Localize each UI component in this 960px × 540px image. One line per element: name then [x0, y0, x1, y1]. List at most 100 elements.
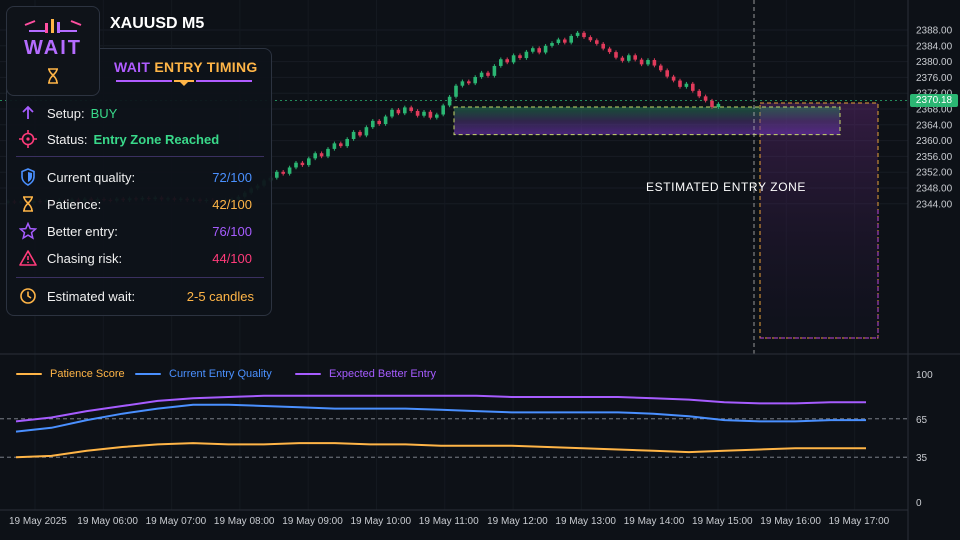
price-tick-label: 2364.00	[916, 120, 953, 131]
candle-body	[415, 110, 420, 116]
wait-value: 2-5 candles	[186, 289, 254, 304]
candle-body	[403, 107, 407, 114]
indicator-series-line	[15, 394, 866, 423]
candle-body	[307, 158, 311, 166]
candle-body	[563, 39, 567, 43]
time-tick-label: 19 May 11:00	[419, 516, 479, 527]
star-icon	[18, 221, 38, 241]
candle-body	[550, 43, 554, 46]
wait-row: Estimated wait:	[18, 286, 135, 306]
separator	[16, 277, 264, 278]
candle-body	[441, 105, 445, 115]
indicator-series-line	[15, 442, 866, 459]
candle-body	[326, 148, 330, 157]
candle-body	[697, 90, 701, 97]
price-tick-label: 2380.00	[916, 57, 953, 68]
indicator-series-line	[15, 403, 866, 433]
candle-body	[627, 55, 631, 61]
time-tick-label: 19 May 09:00	[282, 516, 343, 527]
metric-row-chasing-risk: Chasing risk:	[18, 248, 122, 268]
indicator-tick-label: 0	[916, 498, 922, 509]
status-label: Status:	[47, 131, 88, 147]
logo-word: WAIT	[24, 37, 82, 59]
candle-body	[575, 32, 580, 36]
metric-label: Patience:	[47, 196, 102, 212]
title-underline	[116, 80, 252, 86]
logo-crown-icon	[24, 19, 82, 33]
candle-body	[358, 131, 362, 136]
candle-body	[351, 131, 356, 140]
candle-body	[454, 85, 458, 97]
candle-body	[435, 114, 439, 118]
projection-box	[759, 102, 879, 339]
status-row: Status: Entry Zone Reached	[18, 129, 219, 149]
candle-body	[652, 60, 657, 66]
candle-body	[646, 60, 650, 65]
time-tick-label: 19 May 15:00	[692, 516, 753, 527]
time-tick-label: 19 May 10:00	[351, 516, 412, 527]
indicator-tick-label: 65	[916, 415, 928, 426]
candle-body	[659, 65, 663, 71]
setup-value: BUY	[90, 105, 118, 121]
candle-body	[281, 171, 285, 174]
current-price-tag: 2370.18	[910, 93, 958, 107]
candle-body	[460, 81, 465, 86]
candle-body	[422, 111, 426, 116]
candle-body	[390, 109, 394, 117]
price-tick-label: 2348.00	[916, 184, 953, 195]
candle-body	[486, 72, 490, 76]
candle-body	[364, 127, 369, 136]
hourglass-icon	[18, 194, 38, 214]
candle-body	[287, 167, 292, 174]
candle-body	[614, 52, 618, 58]
price-tick-label: 2344.00	[916, 199, 953, 210]
hourglass-icon	[48, 68, 58, 84]
symbol-title: XAUUSD M5	[110, 15, 205, 32]
candle-body	[716, 103, 721, 108]
metric-label: Current quality:	[47, 169, 136, 185]
metric-row-better-entry: Better entry:	[18, 221, 118, 241]
candle-body	[339, 143, 343, 147]
shield-icon	[18, 167, 38, 187]
indicator-tick-label: 35	[916, 453, 928, 464]
candle-body	[595, 40, 599, 44]
status-value: Entry Zone Reached	[93, 131, 220, 147]
time-tick-label: 19 May 14:00	[624, 516, 685, 527]
candle-body	[447, 96, 452, 106]
candle-body	[473, 77, 477, 84]
candle-body	[294, 162, 298, 168]
time-tick-label: 19 May 06:00	[77, 516, 138, 527]
candle-body	[537, 48, 541, 53]
candle-body	[511, 55, 516, 63]
candle-body	[601, 43, 605, 49]
candle-body	[665, 70, 669, 77]
time-tick-label: 19 May 12:00	[487, 516, 548, 527]
metric-label: Better entry:	[47, 223, 118, 239]
metric-row-patience: Patience:	[18, 194, 101, 214]
legend-quality: Current Entry Quality	[135, 368, 272, 380]
metric-value: 76/100	[212, 224, 252, 239]
time-tick-label: 19 May 08:00	[214, 516, 275, 527]
time-tick-label: 19 May 2025	[9, 516, 67, 527]
price-tick-label: 2352.00	[916, 168, 953, 179]
time-tick-label: 19 May 16:00	[760, 516, 821, 527]
legend-label: Patience Score	[50, 368, 125, 380]
card-title: WAIT ENTRY TIMING	[114, 59, 258, 75]
setup-row: Setup: BUY	[18, 103, 117, 123]
candle-body	[582, 32, 586, 38]
candle-body	[678, 80, 682, 87]
estimated-entry-zone	[453, 106, 841, 136]
time-tick-label: 19 May 13:00	[555, 516, 616, 527]
setup-label: Setup:	[47, 105, 85, 121]
candle-body	[639, 59, 644, 65]
candle-body	[524, 51, 529, 59]
candle-body	[409, 107, 413, 111]
candle-body	[505, 59, 509, 63]
legend-line	[295, 373, 321, 375]
time-tick-label: 19 May 07:00	[146, 516, 207, 527]
metric-row-quality: Current quality:	[18, 167, 135, 187]
clock-icon	[18, 286, 38, 306]
price-tick-label: 2388.00	[916, 26, 953, 37]
price-tick-label: 2384.00	[916, 41, 953, 52]
separator	[16, 156, 264, 157]
